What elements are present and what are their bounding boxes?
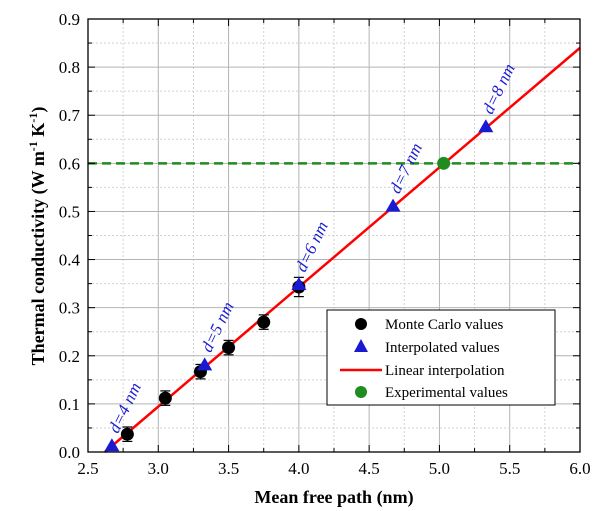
annotation-label: d=7 nm	[386, 140, 427, 196]
legend-label-interpolated: Interpolated values	[385, 340, 500, 356]
legend-marker-monte-carlo	[355, 318, 367, 330]
interpolated-point	[291, 277, 307, 291]
interpolated-point	[385, 198, 401, 212]
y-axis-title-end: )	[28, 107, 49, 113]
tick-labels-group: 2.5 3.0 3.5 4.0 4.5 5.0 5.5 6.0 0.0 0.1 0.2 0.3 0.4 0…	[59, 10, 591, 478]
interpolated-point	[478, 119, 494, 133]
y-tick-label: 0.8	[59, 58, 80, 77]
interpolated-point	[197, 357, 213, 371]
annotation-label: d=4 nm	[104, 380, 145, 436]
legend: Monte Carlo values Interpolated values L…	[326, 309, 556, 406]
y-tick-label: 0.0	[59, 443, 80, 462]
x-tick-label: 3.5	[218, 459, 239, 478]
x-tick-label: 5.0	[429, 459, 450, 478]
interpolated-point	[104, 438, 120, 452]
y-axis-title-sup1: -1	[26, 141, 40, 151]
legend-label-linear: Linear interpolation	[385, 363, 505, 379]
y-axis-title: Thermal conductivity (W m-1 K-1)	[26, 107, 49, 366]
fit-line-group	[104, 46, 581, 453]
y-tick-label: 0.6	[59, 154, 80, 173]
y-tick-label: 0.9	[59, 10, 80, 29]
monte-carlo-point	[158, 391, 172, 405]
annotation-label: d=8 nm	[478, 61, 519, 117]
y-tick-label: 0.2	[59, 347, 80, 366]
y-tick-label: 0.3	[59, 299, 80, 318]
legend-label-monte-carlo: Monte Carlo values	[385, 317, 503, 333]
y-tick-label: 0.5	[59, 202, 80, 221]
annotation-label: d=6 nm	[291, 218, 332, 274]
y-axis-title-mid: K	[28, 123, 48, 142]
legend-label-experimental: Experimental values	[385, 385, 508, 401]
y-axis-title-sup2: -1	[26, 113, 40, 123]
x-tick-label: 5.5	[499, 459, 520, 478]
x-tick-label: 2.5	[77, 459, 98, 478]
y-tick-label: 0.4	[59, 251, 81, 270]
monte-carlo-point	[222, 341, 236, 355]
x-axis-title: Mean free path (nm)	[254, 487, 413, 508]
y-axis-title-main: Thermal conductivity (W m	[28, 151, 49, 365]
marks-group	[104, 119, 494, 452]
ticks-group	[87, 18, 581, 453]
legend-marker-interpolated	[354, 339, 368, 352]
y-tick-label: 0.1	[59, 395, 80, 414]
x-tick-label: 4.5	[359, 459, 380, 478]
y-tick-label: 0.7	[59, 106, 81, 125]
x-tick-label: 6.0	[569, 459, 590, 478]
monte-carlo-point	[120, 427, 134, 441]
monte-carlo-point	[257, 315, 271, 329]
x-tick-label: 3.0	[148, 459, 169, 478]
linear-interpolation-line	[104, 46, 581, 453]
x-tick-label: 4.0	[288, 459, 309, 478]
legend-marker-experimental	[355, 386, 367, 398]
experimental-point	[437, 156, 451, 170]
